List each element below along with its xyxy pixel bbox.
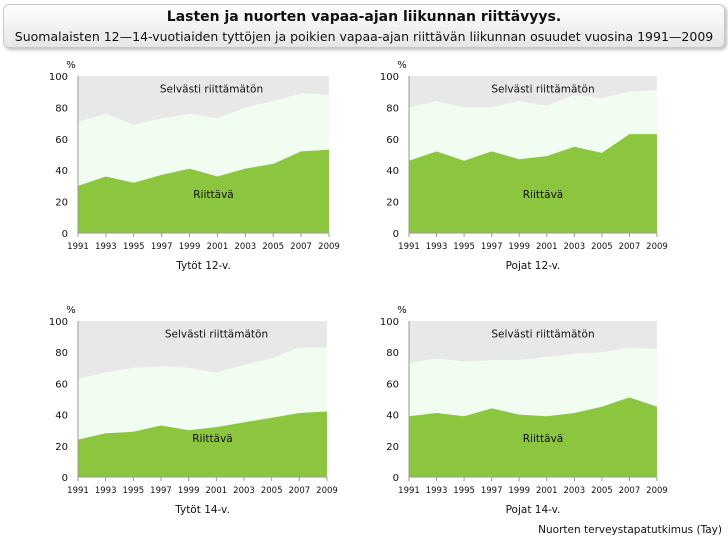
y-tick-label: 0 [393, 473, 399, 484]
riittava-area [409, 397, 657, 477]
x-tick-label: 1995 [453, 486, 475, 496]
x-tick-label: 1995 [123, 486, 145, 496]
x-tick-label: 1995 [453, 242, 475, 252]
y-axis-unit: % [66, 60, 76, 71]
x-tick-label: 1997 [481, 486, 503, 496]
x-tick-label: 1997 [481, 242, 503, 252]
x-tick-label: 2005 [591, 242, 613, 252]
x-tick-label: 1995 [123, 242, 145, 252]
chart-panel-4: 0 20 40 60 80 100% 1991 1993 1995 1997 1999 2001 200… [380, 305, 668, 516]
y-tick-label: 0 [62, 473, 68, 484]
x-tick-label: 1991 [67, 486, 89, 496]
series-label-riittava: Riittävä [192, 433, 232, 445]
y-tick-label: 40 [55, 411, 68, 422]
y-tick-label: 0 [393, 229, 399, 240]
chart-title: Tytöt 14-v. [174, 504, 230, 516]
chart-panel-3: 0 20 40 60 80 100% 1991 1993 1995 1997 1999 2001 200… [49, 305, 338, 516]
x-tick-label: 1999 [508, 486, 530, 496]
series-label-selvasti: Selvästi riittämätön [491, 328, 594, 340]
y-tick-label: 20 [386, 198, 399, 209]
chart-panel-2: 0 20 40 60 80 100% 1991 1993 1995 1997 1999 2001 200… [380, 60, 668, 272]
y-tick-label: 100 [380, 72, 399, 83]
x-tick-label: 2003 [235, 242, 257, 252]
x-tick-label: 1993 [95, 242, 117, 252]
series-label-riittava: Riittävä [523, 433, 563, 445]
y-axis-unit: % [397, 305, 407, 316]
series-label-riittava: Riittävä [193, 189, 233, 201]
y-axis-unit: % [66, 305, 76, 316]
y-tick-label: 40 [386, 166, 399, 177]
chart-title: Pojat 12-v. [506, 260, 561, 272]
x-tick-label: 2007 [619, 486, 641, 496]
x-tick-label: 2009 [318, 242, 340, 252]
y-tick-label: 40 [386, 411, 399, 422]
y-tick-label: 100 [49, 72, 68, 83]
y-tick-label: 20 [55, 198, 68, 209]
series-label-selvasti: Selvästi riittämätön [165, 328, 268, 340]
x-tick-label: 2001 [536, 486, 558, 496]
y-tick-label: 100 [49, 317, 68, 328]
y-tick-label: 60 [386, 135, 399, 146]
y-tick-label: 0 [62, 229, 68, 240]
x-tick-label: 2009 [646, 486, 668, 496]
y-tick-label: 100 [380, 317, 399, 328]
series-label-selvasti: Selvästi riittämätön [160, 84, 263, 96]
x-tick-label: 1999 [178, 486, 200, 496]
x-tick-label: 1997 [150, 486, 172, 496]
y-tick-label: 80 [55, 103, 68, 114]
page-subtitle: Suomalaisten 12—14-vuotiaiden tyttöjen j… [14, 29, 714, 44]
x-tick-label: 2001 [536, 242, 558, 252]
x-tick-label: 1999 [179, 242, 201, 252]
y-tick-label: 20 [386, 442, 399, 453]
y-tick-label: 60 [386, 379, 399, 390]
x-tick-label: 2007 [290, 242, 312, 252]
y-tick-label: 80 [386, 103, 399, 114]
x-tick-label: 1991 [398, 242, 420, 252]
riittava-area [78, 411, 327, 477]
series-label-riittava: Riittävä [523, 189, 563, 201]
y-tick-label: 60 [55, 135, 68, 146]
chart-panel-1: 0 20 40 60 80 100% 1991 1993 1995 1997 1999 2001 200… [49, 60, 340, 272]
x-tick-label: 2003 [233, 486, 255, 496]
x-tick-label: 1997 [151, 242, 173, 252]
y-tick-label: 20 [55, 442, 68, 453]
y-axis-unit: % [397, 60, 407, 71]
x-tick-label: 2009 [646, 242, 668, 252]
page-title: Lasten ja nuorten vapaa-ajan liikunnan r… [166, 9, 562, 25]
series-label-selvasti: Selvästi riittämätön [491, 84, 594, 96]
x-tick-label: 2005 [261, 486, 283, 496]
source-note: Nuorten terveystapatutkimus (Tay) [538, 524, 722, 536]
y-tick-label: 80 [55, 348, 68, 359]
x-tick-label: 2005 [262, 242, 284, 252]
chart-title: Tytöt 12-v. [175, 260, 231, 272]
x-tick-label: 1993 [426, 486, 448, 496]
x-tick-label: 2001 [206, 486, 228, 496]
x-tick-label: 2003 [564, 486, 586, 496]
riittava-area [78, 149, 329, 233]
x-tick-label: 1991 [398, 486, 420, 496]
x-tick-label: 2003 [564, 242, 586, 252]
x-tick-label: 1993 [426, 242, 448, 252]
y-tick-label: 40 [55, 166, 68, 177]
x-tick-label: 2007 [619, 242, 641, 252]
x-tick-label: 1991 [67, 242, 89, 252]
x-tick-label: 2009 [316, 486, 338, 496]
x-tick-label: 2001 [207, 242, 229, 252]
header-banner: Lasten ja nuorten vapaa-ajan liikunnan r… [3, 4, 725, 48]
riittava-area [409, 134, 657, 233]
y-tick-label: 60 [55, 379, 68, 390]
chart-title: Pojat 14-v. [506, 504, 561, 516]
x-tick-label: 2005 [591, 486, 613, 496]
x-tick-label: 1993 [95, 486, 117, 496]
x-tick-label: 1999 [508, 242, 530, 252]
x-tick-label: 2007 [289, 486, 311, 496]
y-tick-label: 80 [386, 348, 399, 359]
